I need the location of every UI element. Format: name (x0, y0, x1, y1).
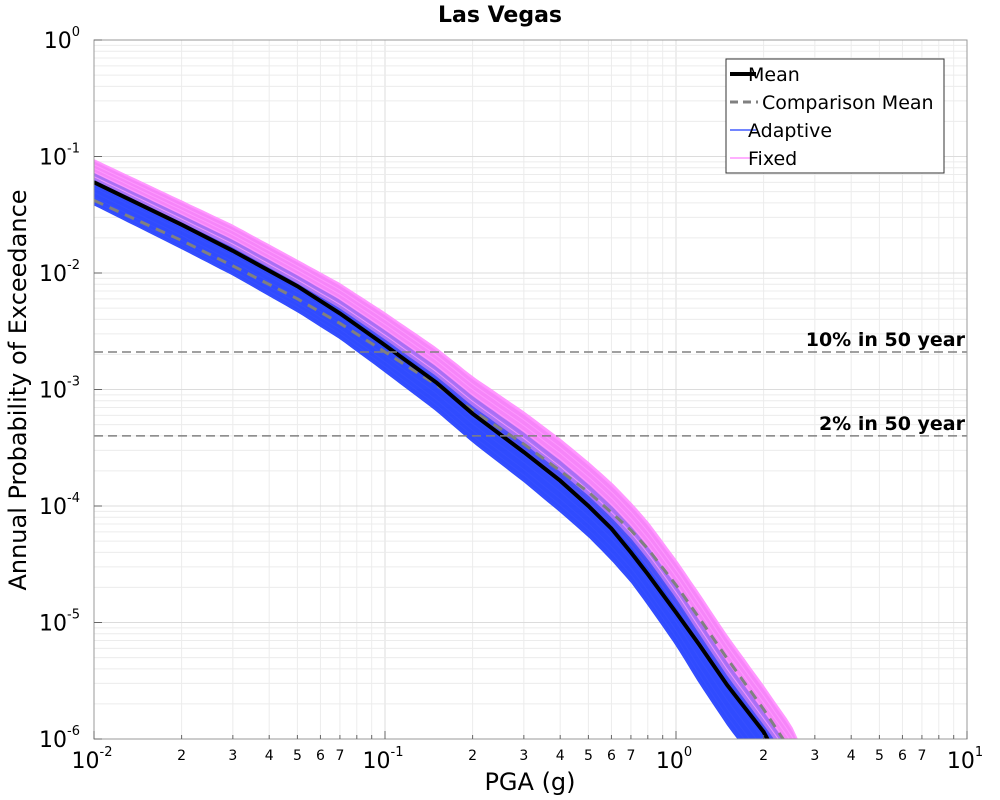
x-minor-tick-label: 4 (265, 748, 274, 764)
x-axis-label: PGA (g) (484, 768, 575, 796)
x-minor-tick-label: 3 (519, 748, 528, 764)
legend-entry-label: Fixed (748, 148, 797, 170)
x-minor-tick-label: 2 (468, 748, 477, 764)
reference-lines: 10% in 50 year 2% in 50 year (94, 329, 967, 437)
reference-line-label: 10% in 50 year (806, 329, 966, 351)
x-minor-tick-label: 5 (875, 748, 884, 764)
adaptive-sample-line (94, 203, 741, 739)
y-tick-label: 10-5 (39, 608, 80, 637)
y-tick-label: 10-6 (39, 724, 80, 753)
comparison-mean-line (94, 199, 785, 739)
fixed-sample-line (94, 176, 779, 739)
x-tick-label: 10-2 (72, 745, 113, 774)
y-tick-label: 10-1 (39, 142, 80, 171)
x-tick-label: 10-1 (363, 745, 404, 774)
y-tick-label: 10-3 (39, 375, 80, 404)
fixed-sample-line (94, 159, 798, 739)
legend-entry-label: Comparison Mean (762, 92, 934, 114)
x-minor-tick-label: 7 (917, 748, 926, 764)
series-lines (94, 180, 785, 739)
x-minor-tick-label: 4 (847, 748, 856, 764)
x-minor-tick-label: 2 (759, 748, 768, 764)
y-tick-label: 100 (44, 25, 80, 54)
adaptive-sample-line (94, 187, 764, 739)
x-minor-tick-label: 6 (898, 748, 907, 764)
x-minor-tick-label: 5 (584, 748, 593, 764)
x-minor-tick-label: 6 (607, 748, 616, 764)
adaptive-sample-line (94, 200, 745, 739)
legend: Mean Comparison Mean Adaptive Fixed (725, 58, 945, 174)
y-tick-label: 10-2 (39, 258, 80, 287)
y-tick-label: 10-4 (39, 491, 80, 520)
fixed-sample-line (94, 167, 790, 739)
fixed-sample-line (94, 164, 794, 739)
legend-box (725, 58, 945, 174)
x-minor-tick-label: 7 (335, 748, 344, 764)
reference-line-label: 2% in 50 year (819, 413, 966, 435)
x-minor-tick-label: 6 (316, 748, 325, 764)
fixed-sample-line (94, 171, 786, 739)
x-minor-tick-label: 3 (810, 748, 819, 764)
adaptive-sample-line (94, 181, 772, 739)
legend-entry-label: Adaptive (748, 120, 832, 142)
y-axis-label: Annual Probability of Exceedance (4, 189, 32, 590)
x-minor-tick-label: 3 (228, 748, 237, 764)
x-tick-label: 101 (947, 745, 983, 774)
adaptive-ensemble-band (94, 180, 774, 739)
x-tick-label: 100 (656, 745, 692, 774)
adaptive-sample-line (94, 192, 757, 739)
x-minor-tick-label: 4 (556, 748, 565, 764)
adaptive-ensemble-blend (94, 173, 784, 739)
chart-title: Las Vegas (438, 3, 562, 28)
grid-lines (93, 40, 967, 740)
x-minor-tick-label: 2 (177, 748, 186, 764)
legend-entry-label: Mean (748, 64, 800, 86)
x-minor-tick-label: 5 (293, 748, 302, 764)
mean-line (94, 180, 770, 739)
adaptive-sample-line (94, 196, 751, 739)
x-minor-tick-label: 7 (626, 748, 635, 764)
